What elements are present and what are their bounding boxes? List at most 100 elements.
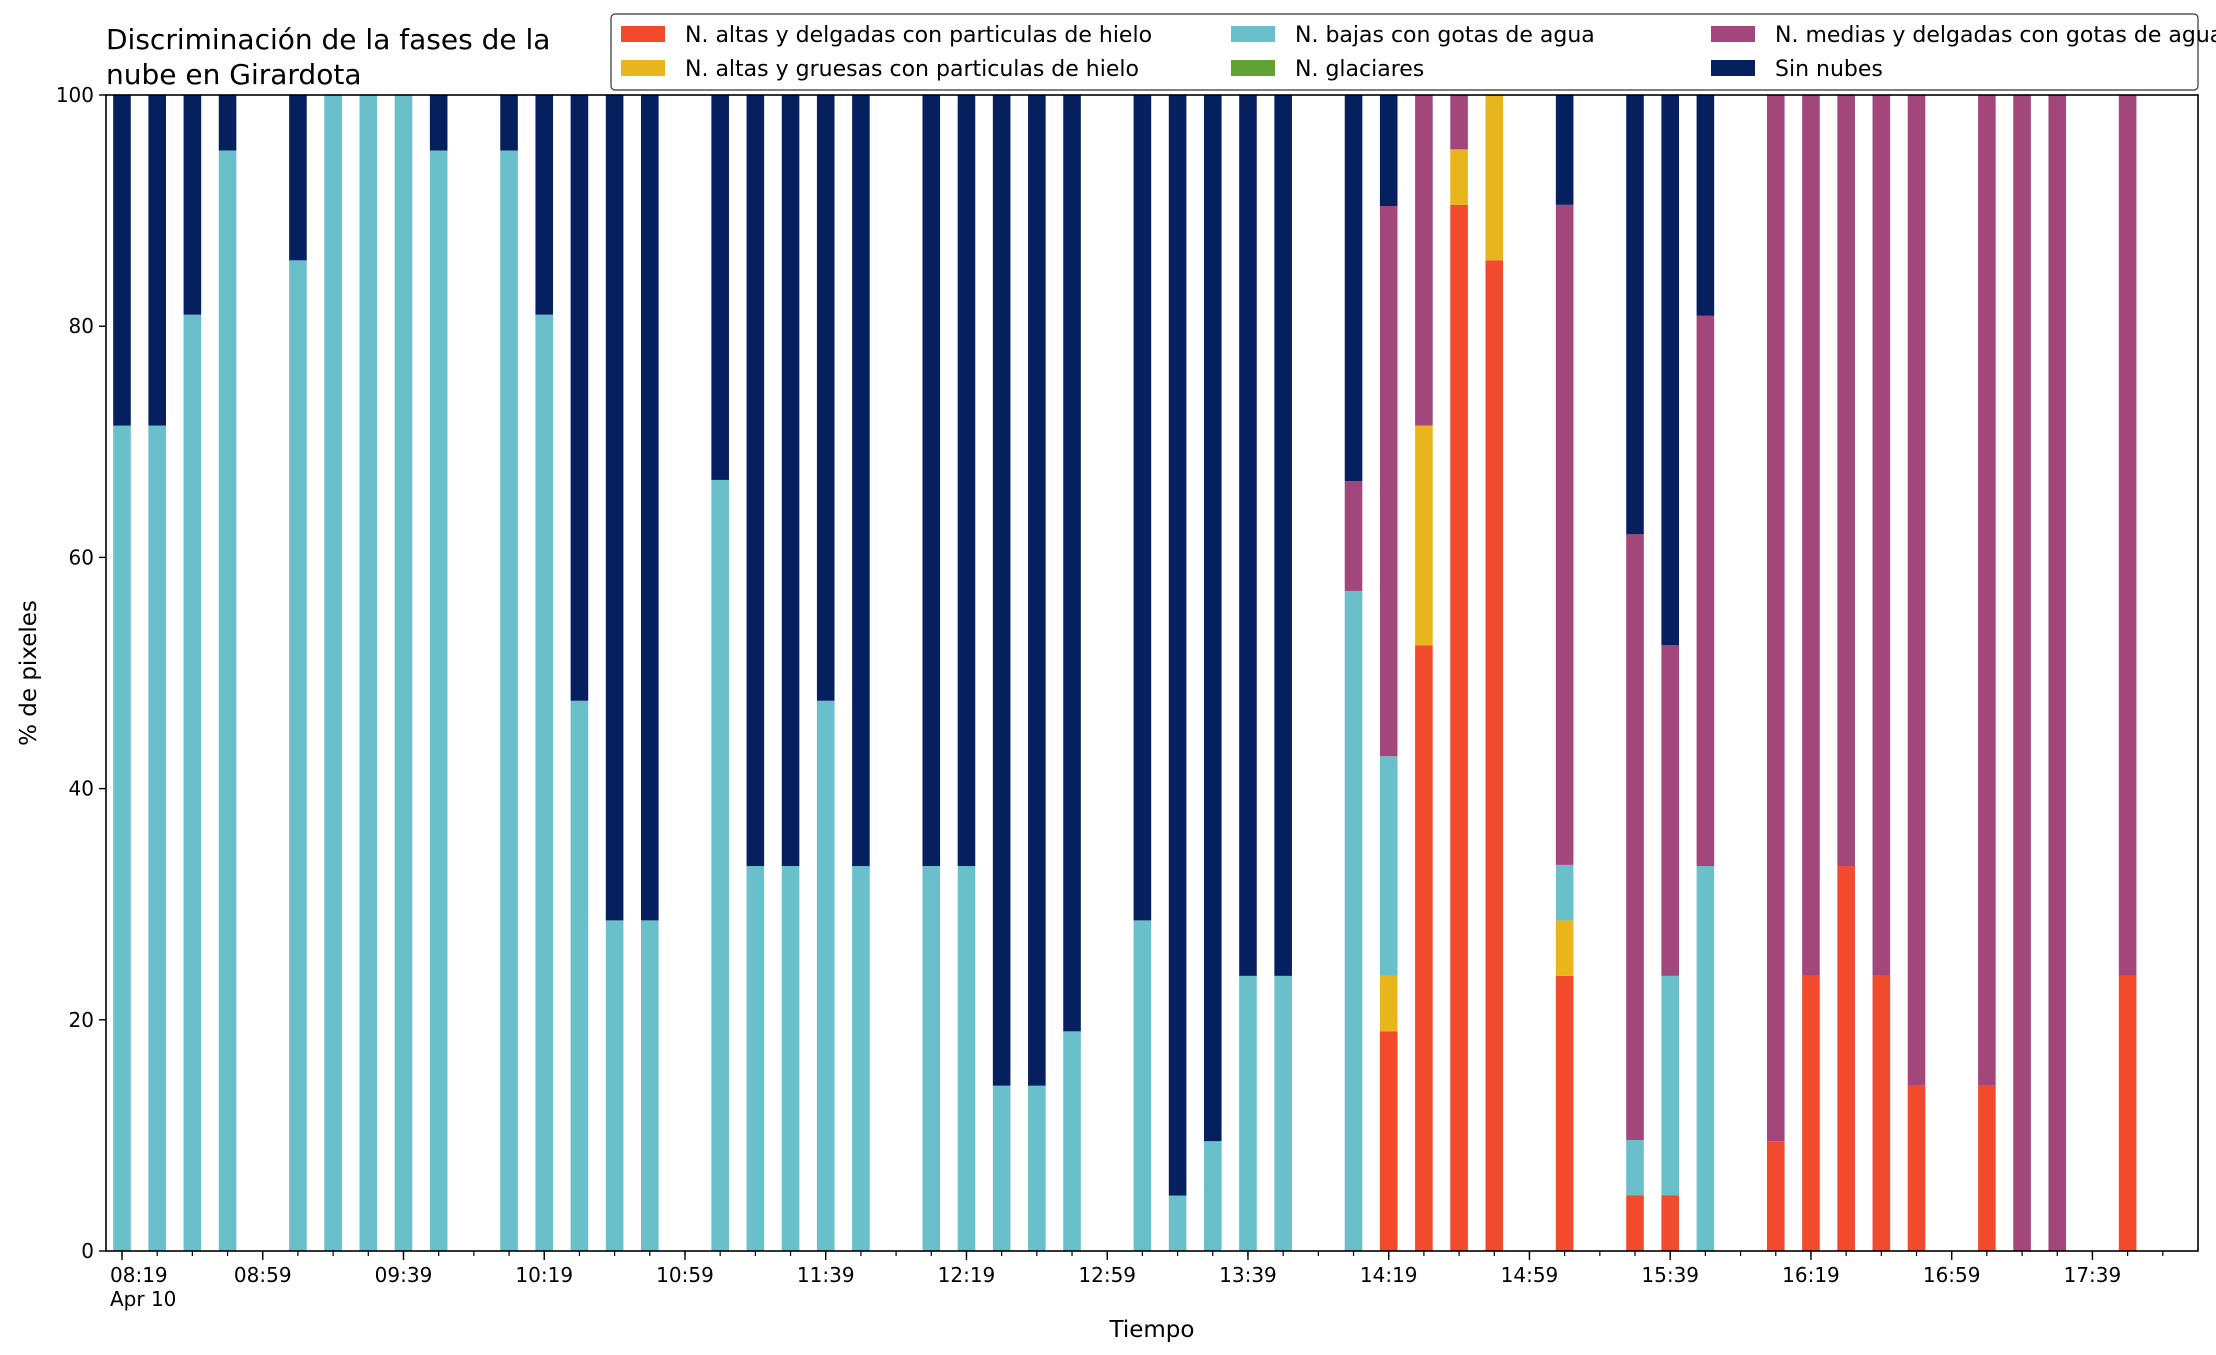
x-tick-label: 08:19 [110,1263,168,1287]
bar-segment-bajas-1209 [922,866,941,1251]
bar-segment-medias-1509 [1555,204,1574,865]
legend: N. altas y delgadas con particulas de hi… [610,13,2216,91]
bar-segment-sin_nubes-1409 [1344,95,1363,482]
bar-segment-bajas-1139 [816,700,835,1251]
bar-segment-sin_nubes-1419 [1379,95,1398,206]
bar-segment-altas_delgadas-1529 [1626,1195,1644,1251]
bar-segment-bajas-1229 [992,1085,1011,1251]
bar-segment-bajas-1509 [1555,864,1574,921]
x-tick-label: 09:39 [375,1263,433,1287]
x-tick-label: 15:39 [1641,1263,1699,1287]
bar-segment-bajas-0839 [183,314,202,1251]
bar-segment-altas_gruesas-1509 [1555,920,1574,976]
y-axis-label: % de pixeles [16,600,42,746]
bar-segment-bajas-1409 [1344,590,1363,1251]
bar-segment-sin_nubes-0949 [429,95,448,151]
bar-segment-sin_nubes-1019 [535,95,554,315]
bar-segment-medias-1429 [1415,95,1433,426]
x-tick-label: 10:59 [656,1263,714,1287]
bar-segment-bajas-1109 [711,479,729,1251]
bar-segment-medias-1439 [1450,95,1468,150]
x-tick-label: 16:59 [1923,1263,1981,1287]
bar-segment-altas_delgadas-1539 [1661,1195,1679,1251]
legend-label-altas_delgadas: N. altas y delgadas con particulas de hi… [685,23,1152,48]
bar-segment-sin_nubes-1219 [957,95,976,867]
bar-segment-bajas-0929 [359,95,378,1251]
bar-segment-bajas-1049 [641,920,659,1251]
bar-segment-bajas-1329 [1203,1141,1222,1251]
bar-segment-altas_delgadas-1449 [1485,260,1504,1251]
bar-segment-medias-1749 [2118,95,2137,976]
bar-segment-sin_nubes-1049 [641,95,659,921]
bar-segment-bajas-1009 [500,150,518,1252]
bar-segment-sin_nubes-1329 [1203,95,1222,1142]
bar-segment-sin_nubes-1509 [1555,95,1574,205]
bar-segment-altas_gruesas-1449 [1485,95,1504,261]
bar-segment-bajas-1119 [746,866,765,1251]
bar-segment-sin_nubes-1349 [1274,95,1292,976]
legend-label-altas_gruesas: N. altas y gruesas con particulas de hie… [685,57,1139,82]
legend-label-sin_nubes: Sin nubes [1775,57,1883,82]
bar-segment-sin_nubes-1529 [1626,95,1644,535]
bar-segment-bajas-0819 [113,425,131,1251]
bar-segment-sin_nubes-1039 [605,95,624,921]
y-axis: 0 20 40 60 80 100 [56,83,106,1263]
bar-segment-bajas-1239 [1028,1085,1046,1251]
y-tick-label: 20 [69,1008,94,1032]
bar-segment-sin_nubes-1129 [781,95,800,867]
bar-segment-bajas-1319 [1168,1195,1187,1251]
bar-segment-medias-1529 [1626,534,1644,1141]
x-tick-label: 12:59 [1078,1263,1136,1287]
bars-layer [113,95,2137,1252]
legend-swatch-altas_gruesas [621,60,665,76]
bar-segment-altas_gruesas-1439 [1450,149,1468,205]
bar-segment-sin_nubes-1119 [746,95,765,867]
bar-segment-bajas-1149 [852,866,870,1251]
bar-segment-sin_nubes-1319 [1168,95,1187,1196]
legend-box [610,13,2199,91]
bar-segment-bajas-0939 [394,95,413,1251]
y-tick-label: 80 [69,314,94,338]
bar-segment-altas_delgadas-1709 [1978,1085,1996,1251]
bar-segment-bajas-1419 [1379,756,1398,976]
bar-segment-medias-1419 [1379,205,1398,757]
bar-segment-sin_nubes-1539 [1661,95,1679,646]
bar-segment-bajas-1339 [1239,975,1257,1251]
bar-segment-altas_delgadas-1639 [1872,975,1891,1251]
bar-segment-altas_delgadas-1439 [1450,204,1468,1251]
bar-segment-medias-1539 [1661,645,1679,976]
bar-segment-bajas-1549 [1696,866,1715,1251]
bar-segment-altas_delgadas-1619 [1802,975,1820,1251]
bar-segment-sin_nubes-1009 [500,95,518,151]
y-tick-label: 60 [69,545,94,569]
bar-segment-altas_delgadas-1749 [2118,975,2137,1251]
bar-segment-medias-1549 [1696,315,1715,867]
legend-swatch-medias [1711,26,1755,42]
bar-segment-bajas-0919 [324,95,342,1251]
bar-segment-sin_nubes-0839 [183,95,202,315]
x-tick-label: 14:19 [1360,1263,1418,1287]
bar-segment-medias-1729 [2048,95,2067,1251]
bar-segment-altas_delgadas-1629 [1837,866,1855,1251]
bar-segment-medias-1629 [1837,95,1855,867]
bar-segment-sin_nubes-0849 [218,95,237,151]
bar-segment-altas_delgadas-1609 [1766,1141,1785,1251]
chart-title-line-2: nube en Girardota [106,58,361,91]
x-tick-label: 14:59 [1501,1263,1559,1287]
bar-segment-bajas-0949 [429,150,448,1252]
bar-segment-bajas-1349 [1274,975,1292,1251]
bar-segment-bajas-1309 [1133,920,1152,1251]
bar-segment-altas_gruesas-1429 [1415,425,1433,646]
legend-swatch-altas_delgadas [621,26,665,42]
bar-segment-bajas-1249 [1063,1031,1081,1251]
bar-segment-bajas-1219 [957,866,976,1251]
bar-segment-sin_nubes-1239 [1028,95,1046,1086]
x-axis-label: Tiempo [1109,1317,1195,1343]
chart-title-line-1: Discriminación de la fases de la [106,23,550,56]
x-tick-label: 16:19 [1782,1263,1840,1287]
bar-segment-sin_nubes-1229 [992,95,1011,1086]
x-tick-label: 12:19 [938,1263,996,1287]
x-tick-label: 08:59 [234,1263,292,1287]
